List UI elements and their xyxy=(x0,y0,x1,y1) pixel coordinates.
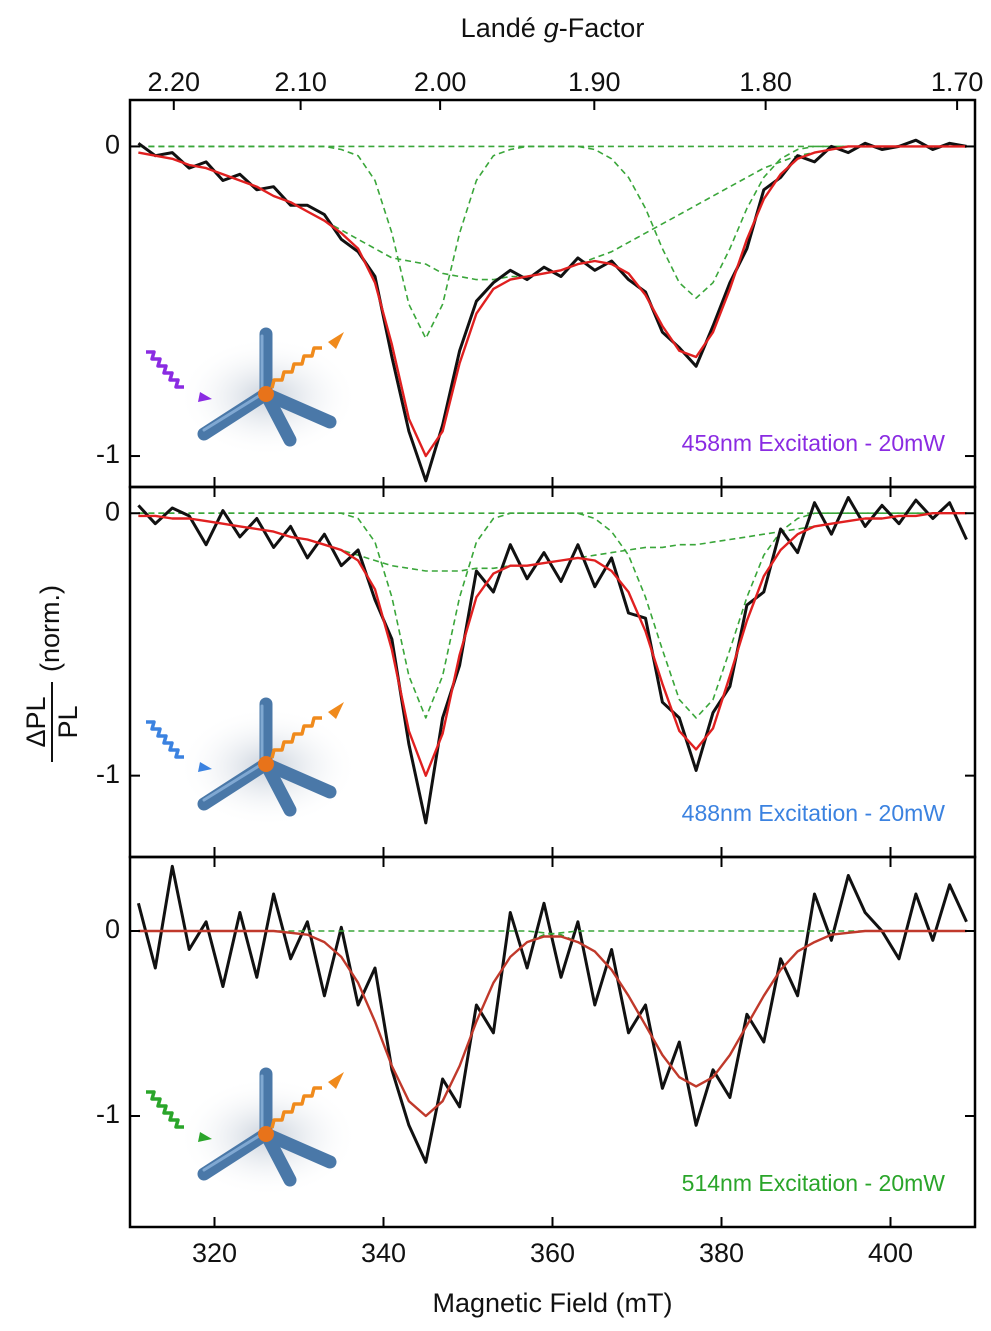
x2-axis-title: Landé g-Factor xyxy=(461,13,645,43)
x-tick-label: 340 xyxy=(361,1238,406,1268)
y-label-numerator: ΔPL xyxy=(21,696,51,747)
annotation: 458nm Excitation - 20mW xyxy=(682,430,946,456)
x-axis-title: Magnetic Field (mT) xyxy=(432,1288,672,1318)
x2-tick-label: 1.90 xyxy=(568,67,621,97)
x2-axis-title-part: -Factor xyxy=(559,13,645,43)
component-line xyxy=(138,930,967,1088)
molecule-inset xyxy=(146,702,358,827)
fit-line xyxy=(138,929,967,1118)
component-line xyxy=(138,145,967,299)
y-tick-label: 0 xyxy=(105,914,120,944)
x2-tick-label: 1.80 xyxy=(739,67,792,97)
component-line xyxy=(138,512,967,719)
molecule-inset xyxy=(146,1072,358,1197)
x2-axis-title-part: g xyxy=(544,13,559,43)
molecule-inset xyxy=(146,332,358,457)
component-line xyxy=(138,145,967,340)
x-tick-label: 320 xyxy=(192,1238,237,1268)
y-tick-label: -1 xyxy=(96,1099,120,1129)
y-label-unit: (norm.) xyxy=(35,585,65,672)
annotation: 488nm Excitation - 20mW xyxy=(682,800,946,826)
x-tick-label: 380 xyxy=(699,1238,744,1268)
x2-tick-label: 2.10 xyxy=(274,67,327,97)
y-tick-label: 0 xyxy=(105,496,120,526)
x2-tick-label: 2.20 xyxy=(148,67,201,97)
fit-line xyxy=(138,145,967,458)
x2-tick-label: 1.70 xyxy=(931,67,984,97)
component-line xyxy=(138,145,967,281)
x-tick-label: 400 xyxy=(868,1238,913,1268)
y-tick-label: -1 xyxy=(96,439,120,469)
y-label-denominator: PL xyxy=(53,705,83,738)
x-tick-label: 360 xyxy=(530,1238,575,1268)
fit-line xyxy=(138,512,967,777)
y-axis-title: ΔPL PL (norm.) xyxy=(21,585,83,762)
data-line xyxy=(137,496,968,825)
x2-tick-label: 2.00 xyxy=(414,67,467,97)
x2-axis-title-part: Landé xyxy=(461,13,536,43)
y-tick-label: -1 xyxy=(96,759,120,789)
y-tick-label: 0 xyxy=(105,130,120,160)
component-line xyxy=(138,512,967,719)
data-line xyxy=(136,864,968,1164)
annotation: 514nm Excitation - 20mW xyxy=(682,1170,946,1196)
